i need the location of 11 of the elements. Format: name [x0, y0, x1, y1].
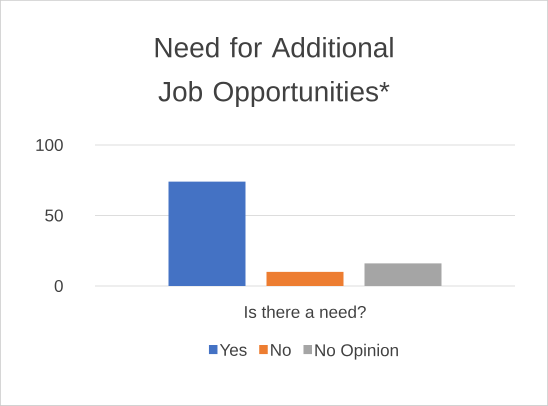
bar [168, 182, 246, 286]
legend-label: Yes [220, 344, 247, 356]
x-tick-label: Is there a need? [245, 306, 366, 318]
legend-label: No Opinion [315, 344, 398, 360]
chart-title: Need for Additional Job Opportunities* [156, 36, 393, 108]
bar [364, 263, 442, 286]
legend-label: No [271, 344, 291, 356]
y-tick-label: 50 [45, 209, 63, 222]
y-tick-label: 100 [36, 138, 63, 152]
y-tick-label: 0 [54, 280, 63, 292]
bar [266, 272, 344, 286]
